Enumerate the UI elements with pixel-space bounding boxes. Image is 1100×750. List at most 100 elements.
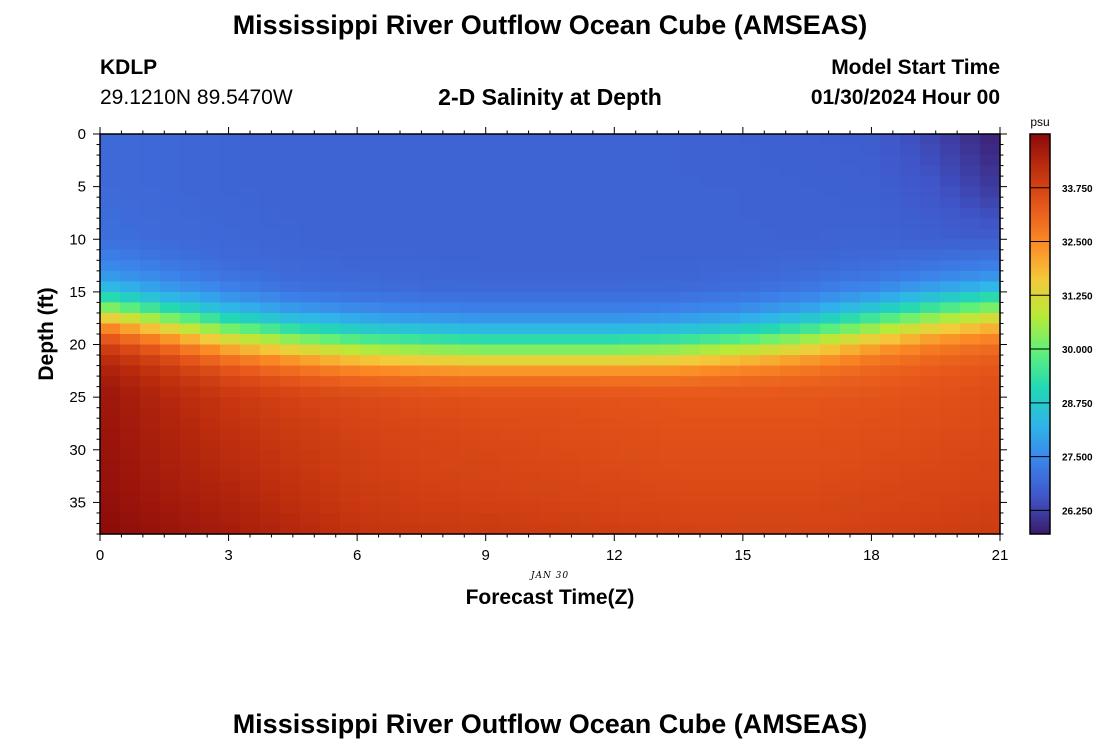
heatmap-cell <box>920 491 941 504</box>
heatmap-cell <box>980 197 1001 209</box>
heatmap-cell <box>400 523 421 535</box>
heatmap-cell <box>740 355 761 367</box>
heatmap-cell <box>220 439 241 451</box>
heatmap-cell <box>480 460 501 472</box>
heatmap-cell <box>920 270 941 282</box>
heatmap-cell <box>500 302 521 314</box>
heatmap-cell <box>220 228 241 240</box>
heatmap-cell <box>480 239 501 251</box>
heatmap-cell <box>120 470 141 482</box>
heatmap-cell <box>880 165 901 177</box>
heatmap-cell <box>280 207 301 219</box>
heatmap-cell <box>800 397 821 409</box>
heatmap-cell <box>300 270 321 282</box>
heatmap-cell <box>520 428 541 440</box>
heatmap-cell <box>520 323 541 335</box>
heatmap-cell <box>720 334 741 346</box>
heatmap-cell <box>620 449 641 461</box>
heatmap-cell <box>540 449 561 461</box>
heatmap-cell <box>700 291 721 304</box>
heatmap-cell <box>120 407 141 419</box>
heatmap-cell <box>500 186 521 198</box>
heatmap-cell <box>360 155 381 167</box>
heatmap-cell <box>960 334 981 346</box>
heatmap-cell <box>600 239 621 251</box>
heatmap-cell <box>560 355 581 367</box>
heatmap-cell <box>400 491 421 504</box>
heatmap-cell <box>980 165 1001 177</box>
heatmap-cell <box>500 418 521 430</box>
heatmap-cell <box>160 197 181 209</box>
heatmap-cell <box>360 218 381 230</box>
heatmap-cell <box>740 407 761 419</box>
heatmap-cell <box>800 376 821 388</box>
heatmap-cell <box>620 323 641 335</box>
heatmap-cell <box>100 165 121 177</box>
heatmap-cell <box>400 418 421 430</box>
heatmap-cell <box>500 439 521 451</box>
heatmap-cell <box>120 512 141 525</box>
heatmap-cell <box>300 418 321 430</box>
heatmap-cell <box>100 344 121 356</box>
heatmap-cell <box>320 281 341 293</box>
heatmap-cell <box>300 491 321 504</box>
heatmap-cell <box>420 523 441 535</box>
heatmap-cell <box>300 249 321 261</box>
heatmap-cell <box>140 344 161 356</box>
heatmap-cell <box>860 134 881 146</box>
heatmap-cell <box>940 355 961 367</box>
heatmap-cell <box>720 281 741 293</box>
heatmap-cell <box>340 218 361 230</box>
heatmap-cell <box>480 449 501 461</box>
heatmap-cell <box>680 491 701 504</box>
heatmap-cell <box>800 165 821 177</box>
heatmap-cell <box>100 323 121 335</box>
heatmap-cell <box>760 155 781 167</box>
heatmap-cell <box>480 481 501 493</box>
heatmap-cell <box>760 428 781 440</box>
heatmap-cell <box>980 512 1001 525</box>
heatmap-cell <box>340 428 361 440</box>
heatmap-cell <box>280 291 301 304</box>
heatmap-cell <box>220 197 241 209</box>
heatmap-cell <box>220 386 241 398</box>
heatmap-cell <box>460 439 481 451</box>
heatmap-cell <box>740 207 761 219</box>
heatmap-cell <box>760 312 781 325</box>
heatmap-cell <box>580 428 601 440</box>
heatmap-cell <box>880 481 901 493</box>
heatmap-cell <box>380 302 401 314</box>
heatmap-cell <box>760 165 781 177</box>
heatmap-cell <box>280 439 301 451</box>
heatmap-cell <box>400 365 421 377</box>
heatmap-cell <box>820 460 841 472</box>
heatmap-cell <box>920 355 941 367</box>
heatmap-cell <box>100 197 121 209</box>
heatmap-cell <box>240 207 261 219</box>
heatmap-cell <box>200 197 221 209</box>
heatmap-cell <box>580 418 601 430</box>
heatmap-cell <box>260 512 281 525</box>
heatmap-cell <box>680 397 701 409</box>
heatmap-cell <box>420 207 441 219</box>
heatmap-cell <box>660 418 681 430</box>
heatmap-cell <box>120 449 141 461</box>
heatmap-cell <box>980 270 1001 282</box>
heatmap-cell <box>540 218 561 230</box>
heatmap-cell <box>540 176 561 188</box>
heatmap-cell <box>620 376 641 388</box>
heatmap-cell <box>380 155 401 167</box>
heatmap-cell <box>920 312 941 325</box>
heatmap-cell <box>420 312 441 325</box>
heatmap-cell <box>180 134 201 146</box>
heatmap-cell <box>220 355 241 367</box>
model-start-value: 01/30/2024 Hour 00 <box>810 86 1000 109</box>
heatmap-cell <box>260 302 281 314</box>
heatmap-cell <box>900 365 921 377</box>
heatmap-cell <box>340 512 361 525</box>
heatmap-cell <box>140 249 161 261</box>
heatmap-cell <box>680 502 701 514</box>
heatmap-cell <box>640 502 661 514</box>
